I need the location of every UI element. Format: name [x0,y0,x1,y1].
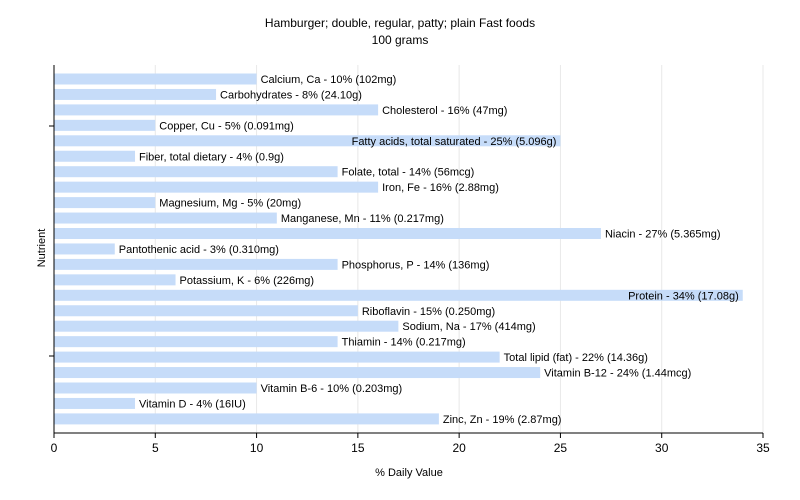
bar [54,119,156,131]
bar-label: Pantothenic acid - 3% (0.310mg) [119,244,279,256]
x-tick-label: 15 [351,441,365,455]
bar-label: Magnesium, Mg - 5% (20mg) [159,198,301,210]
bar [54,351,500,363]
bar [54,258,338,270]
bar-label: Niacin - 27% (5.365mg) [605,229,721,241]
x-tick-label: 10 [250,441,264,455]
bar-label: Vitamin B-12 - 24% (1.44mcg) [544,368,691,380]
bar [54,228,601,239]
axes: 0 5 10 15 20 25 30 35 [49,65,770,455]
bar-label: Iron, Fe - 16% (2.88mg) [382,182,499,194]
x-tick-label: 5 [152,441,159,455]
bar-label: Manganese, Mn - 11% (0.217mg) [281,213,444,225]
bar-label: Carbohydrates - 8% (24.10g) [220,89,362,101]
x-tick-label: 30 [655,441,669,455]
bars: Calcium, Ca - 10% (102mg) Carbohydrates -… [54,73,743,426]
y-axis-label: Nutrient [36,229,48,268]
bar-label: Copper, Cu - 5% (0.091mg) [159,120,294,132]
bar [54,320,399,332]
bar-label: Total lipid (fat) - 22% (14.36g) [504,352,648,364]
bar-label: Fiber, total dietary - 4% (0.9g) [139,151,284,163]
bar-label: Folate, total - 14% (56mcg) [342,167,475,179]
bar-label: Vitamin B-6 - 10% (0.203mg) [261,383,403,395]
bar-label: Riboflavin - 15% (0.250mg) [362,306,495,318]
bar [54,166,338,178]
bar [54,289,743,301]
bar [54,243,115,255]
bar [54,73,257,85]
bar [54,336,338,348]
bar-label: Thiamin - 14% (0.217mg) [342,337,466,349]
bar-label: Calcium, Ca - 10% (102mg) [261,74,397,86]
bar-label: Zinc, Zn - 19% (2.87mg) [443,414,562,426]
bar-label: Sodium, Na - 17% (414mg) [402,321,535,333]
bar [54,274,176,286]
bar [54,305,358,317]
bar-label: Vitamin D - 4% (16IU) [139,398,246,410]
bar-label: Phosphorus, P - 14% (136mg) [342,259,490,271]
x-axis-label: % Daily Value [375,467,443,479]
chart-subtitle: 100 grams [372,33,429,47]
bar-label: Cholesterol - 16% (47mg) [382,105,507,117]
chart-title: Hamburger; double, regular, patty; plain… [265,16,535,30]
bar-label: Protein - 34% (17.08g) [628,290,739,302]
bar [54,212,277,224]
bar [54,197,156,209]
bar [54,367,541,379]
bar [54,382,257,394]
x-tick-label: 35 [756,441,770,455]
bar [54,397,136,409]
bar [54,181,379,193]
bar [54,413,439,425]
bar-label: Fatty acids, total saturated - 25% (5.09… [352,136,557,148]
bar [54,104,379,116]
bar-label: Potassium, K - 6% (226mg) [180,275,314,287]
x-tick-label: 0 [51,441,58,455]
grid [154,65,764,433]
bar [54,88,217,100]
x-tick-label: 20 [452,441,466,455]
x-tick-label: 25 [554,441,568,455]
bar [54,150,136,162]
bar [54,135,561,147]
